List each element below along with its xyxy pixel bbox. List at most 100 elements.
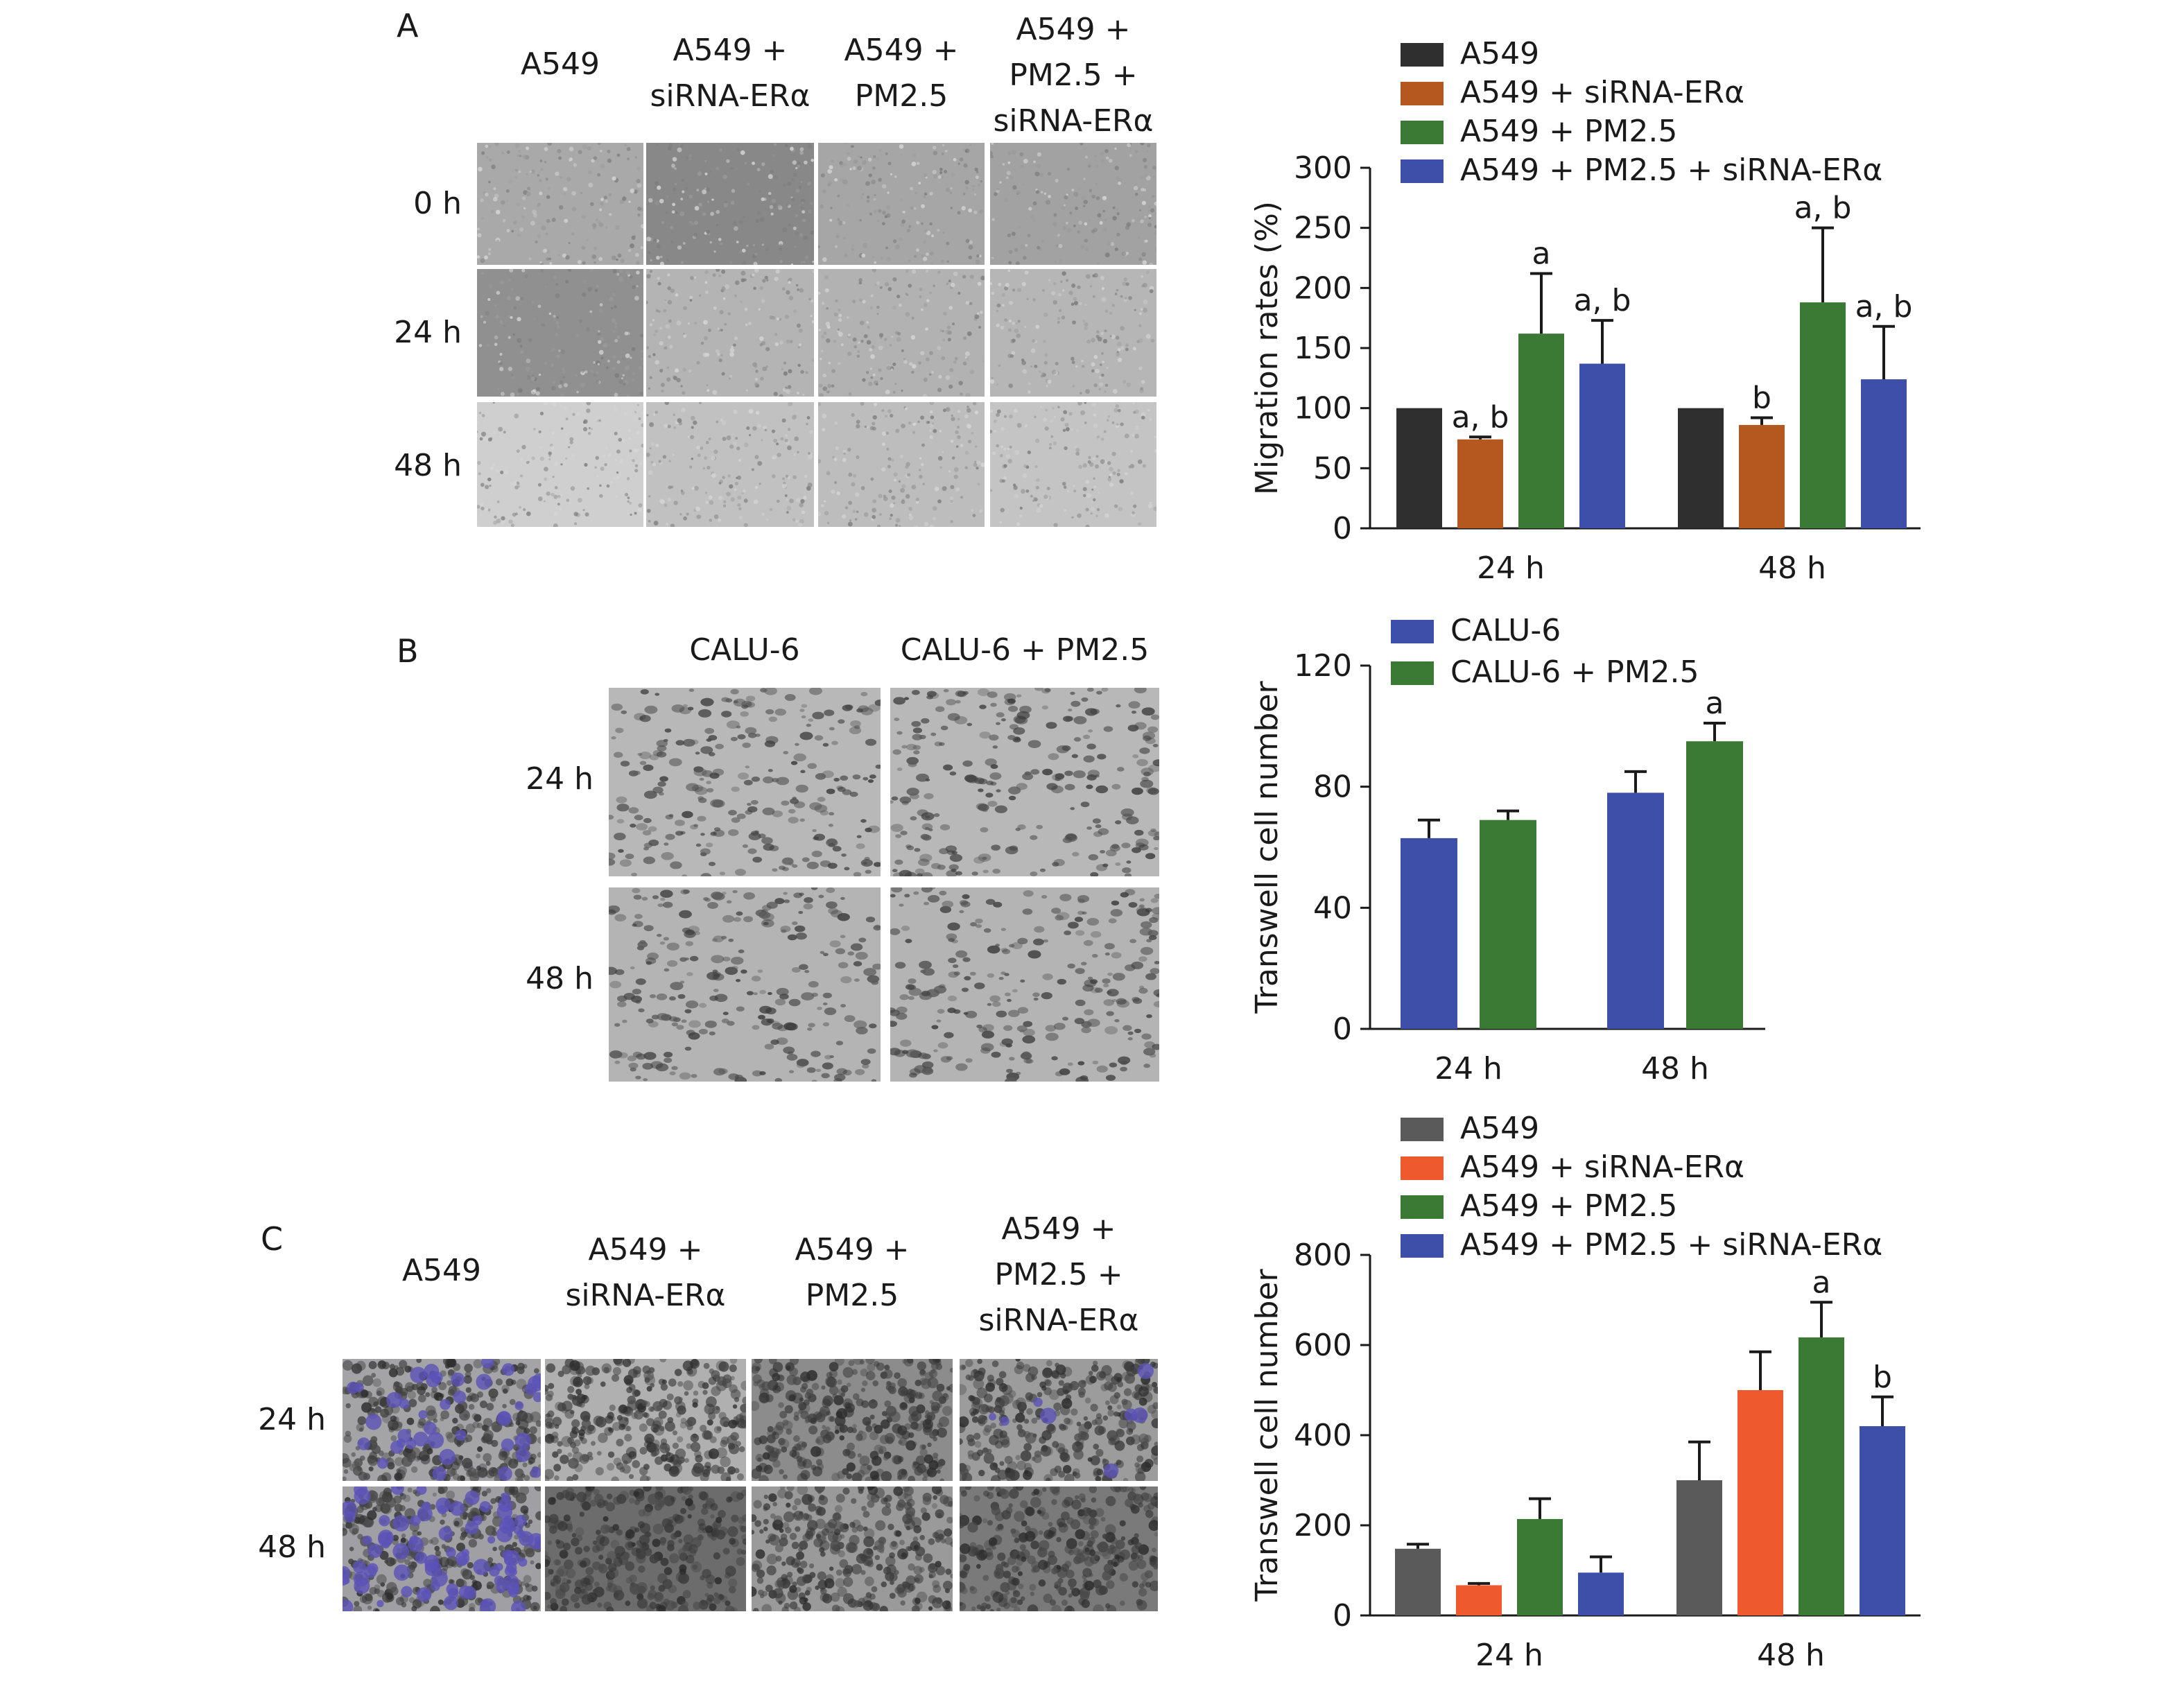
panel-letter-b: B <box>397 632 419 670</box>
microscopy-image <box>477 269 643 397</box>
column-header: CALU-6 + PM2.5 <box>900 632 1150 668</box>
row-label: 24 h <box>526 761 593 797</box>
microscopy-image <box>890 688 1159 876</box>
legend-swatch <box>1401 1234 1444 1258</box>
x-tick-label: 24 h <box>1475 1638 1543 1673</box>
legend-swatch <box>1401 82 1444 105</box>
row-label: 48 h <box>526 961 593 996</box>
microscopy-image <box>609 887 881 1082</box>
legend-swatch <box>1401 159 1444 183</box>
x-tick-label: 24 h <box>1435 1051 1502 1086</box>
microscopy-image <box>960 1486 1158 1611</box>
significance-label: a, b <box>1574 283 1631 318</box>
microscopy-image <box>343 1359 541 1481</box>
microscopy-image <box>752 1359 953 1481</box>
legend-label: A549 + siRNA-ERα <box>1460 75 1744 110</box>
microscopy-image <box>890 887 1159 1082</box>
bar <box>1517 1518 1563 1615</box>
column-header: A549 + PM2.5 <box>795 1232 910 1313</box>
bar <box>1739 424 1785 528</box>
y-tick-label: 100 <box>1294 391 1352 426</box>
legend-swatch <box>1391 661 1434 685</box>
bar <box>1686 741 1743 1029</box>
x-tick-label: 48 h <box>1641 1051 1709 1086</box>
legend-label: A549 <box>1460 1111 1539 1146</box>
legend-swatch <box>1401 121 1444 144</box>
column-header: A549 <box>520 46 600 82</box>
legend-label: A549 + PM2.5 <box>1460 114 1677 149</box>
microscopy-image <box>990 143 1156 265</box>
significance-label: a, b <box>1855 289 1913 324</box>
bar <box>1607 792 1664 1029</box>
significance-label: a <box>1706 686 1724 721</box>
panel-letter-a: A <box>397 7 419 44</box>
significance-label: b <box>1873 1360 1892 1395</box>
legend-label: A549 + PM2.5 + siRNA-ERα <box>1460 153 1882 188</box>
legend-swatch <box>1391 620 1434 643</box>
y-tick-label: 0 <box>1333 1598 1352 1633</box>
legend-label: A549 + PM2.5 + siRNA-ERα <box>1460 1227 1882 1263</box>
legend-swatch <box>1401 1118 1444 1141</box>
microscopy-image <box>646 402 814 527</box>
y-tick-label: 150 <box>1294 331 1352 366</box>
bar <box>1799 1337 1844 1615</box>
column-header: CALU-6 <box>689 632 800 668</box>
bar <box>1579 363 1625 528</box>
microscopy-image <box>990 269 1156 397</box>
row-label: 0 h <box>413 186 462 221</box>
legend-label: CALU-6 <box>1450 613 1561 648</box>
bar <box>1518 333 1564 528</box>
y-tick-label: 200 <box>1294 270 1352 306</box>
bar <box>1676 1480 1722 1615</box>
microscopy-image <box>990 402 1156 527</box>
column-header: A549 <box>401 1253 482 1288</box>
row-label: 24 h <box>394 315 462 350</box>
row-label: 48 h <box>258 1529 326 1565</box>
y-tick-label: 0 <box>1333 511 1352 546</box>
legend-label: A549 <box>1460 36 1539 71</box>
x-tick-label: 48 h <box>1758 550 1826 586</box>
legend-label: CALU-6 + PM2.5 <box>1450 654 1699 690</box>
panel-letter-c: C <box>261 1220 284 1258</box>
microscopy-image <box>343 1486 541 1611</box>
bar <box>1395 1548 1441 1615</box>
y-tick-label: 120 <box>1294 648 1352 684</box>
microscopy-image <box>752 1486 953 1611</box>
legend-swatch <box>1401 1195 1444 1219</box>
x-tick-label: 48 h <box>1757 1638 1825 1673</box>
significance-label: b <box>1752 381 1771 416</box>
microscopy-image <box>545 1486 746 1611</box>
y-tick-label: 400 <box>1294 1418 1352 1453</box>
y-tick-label: 50 <box>1313 451 1352 486</box>
y-tick-label: 200 <box>1294 1508 1352 1543</box>
legend-swatch <box>1401 1156 1444 1180</box>
column-header: A549 + siRNA-ERα <box>650 33 811 114</box>
microscopy-image <box>545 1359 746 1481</box>
legend-label: A549 + PM2.5 <box>1460 1188 1677 1224</box>
y-axis-label: Transwell cell number <box>1249 680 1285 1014</box>
y-tick-label: 40 <box>1313 890 1352 926</box>
microscopy-image <box>646 143 814 265</box>
bar <box>1737 1390 1783 1615</box>
significance-label: a, b <box>1452 399 1509 435</box>
microscopy-image <box>818 402 985 527</box>
legend-label: A549 + siRNA-ERα <box>1460 1150 1744 1185</box>
column-header: A549 + PM2.5 <box>844 33 959 114</box>
bar <box>1456 1585 1502 1615</box>
column-header: A549 + PM2.5 + siRNA-ERα <box>993 12 1154 139</box>
bar <box>1861 379 1907 528</box>
bar <box>1457 439 1503 528</box>
bar <box>1800 302 1846 528</box>
y-tick-label: 800 <box>1294 1238 1352 1273</box>
legend-swatch <box>1401 43 1444 67</box>
chart-a: A549 A549 + siRNA-ERα A549 + PM2.5 A549 + P… <box>1249 36 1921 586</box>
microscopy-image <box>477 402 643 527</box>
row-label: 24 h <box>258 1402 326 1437</box>
y-tick-label: 300 <box>1294 150 1352 186</box>
x-tick-label: 24 h <box>1477 550 1545 586</box>
significance-label: a <box>1532 236 1551 272</box>
bar <box>1401 838 1457 1029</box>
y-tick-label: 0 <box>1333 1012 1352 1047</box>
